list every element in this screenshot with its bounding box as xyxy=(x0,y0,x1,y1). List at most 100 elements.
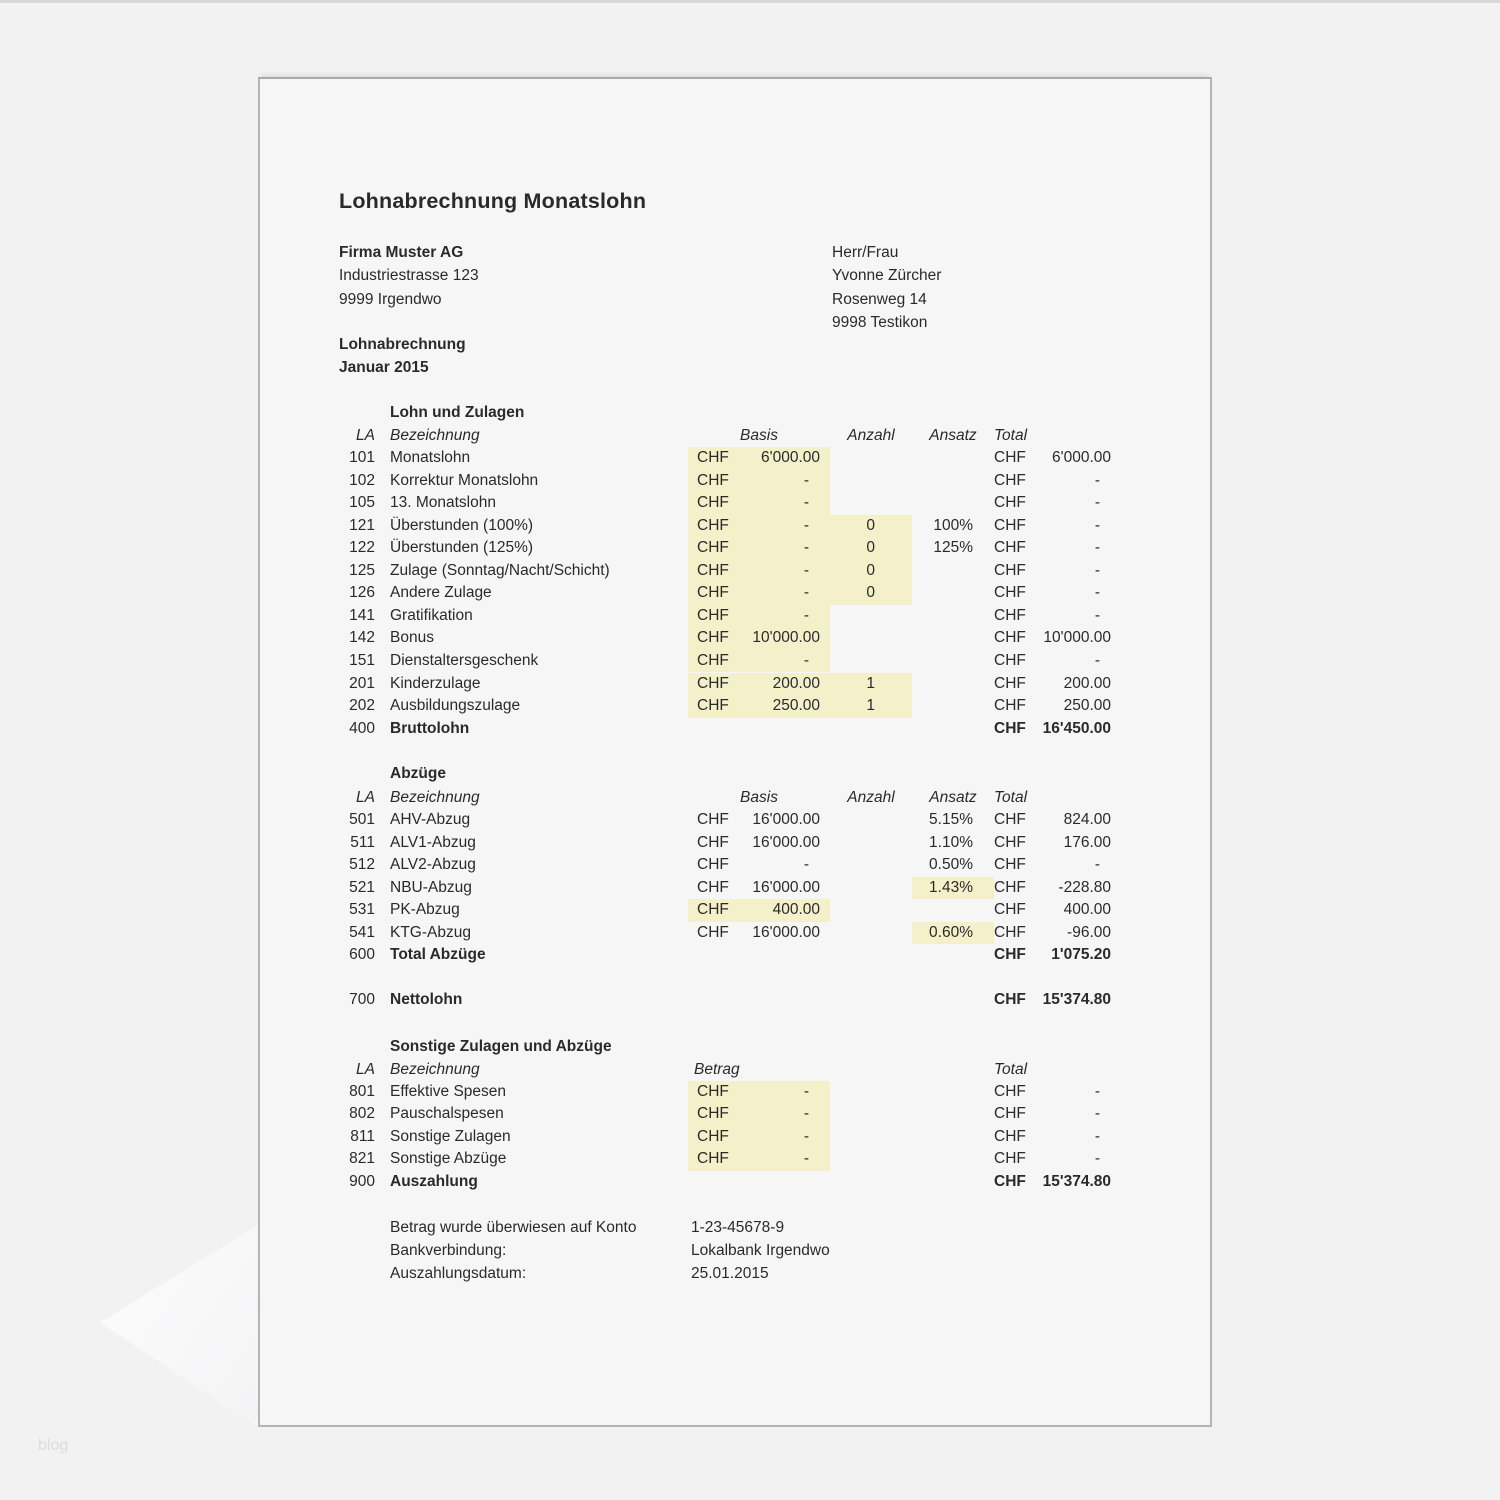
row-la: 102 xyxy=(349,471,375,489)
amount: - xyxy=(803,1082,809,1100)
row-description: Bruttolohn xyxy=(390,719,470,737)
amount: - xyxy=(803,584,809,602)
row-description: Kinderzulage xyxy=(390,674,481,692)
chf-label: CHF xyxy=(697,516,729,534)
footer-value: 1-23-45678-9 xyxy=(691,1218,785,1236)
table-row: 501 AHV-Abzug CHF 16'000.00 5.15% CHF 824.00 xyxy=(260,809,1210,832)
anzahl-cell: 1 xyxy=(830,672,912,696)
row-description: Monatslohn xyxy=(390,449,471,466)
total-cell: CHF - xyxy=(994,605,1114,628)
column-header-total: Total xyxy=(994,426,1028,444)
table-row: 802 Pauschalspesen CHF - CHF - xyxy=(260,1103,1210,1126)
table-row: 900 Auszahlung CHF 15'374.80 xyxy=(260,1171,1210,1194)
table-row: 400 Bruttolohn CHF 16'450.00 xyxy=(260,718,1210,741)
basis-cell: CHF 400.00 xyxy=(688,899,830,922)
column-header-basis: Basis xyxy=(740,426,778,444)
chf-label: CHF xyxy=(994,539,1026,557)
amount: 6'000.00 xyxy=(1052,449,1111,466)
table-row: 151 Dienstaltersgeschenk CHF - CHF - xyxy=(260,649,1210,673)
amount: 10'000.00 xyxy=(1043,629,1111,647)
row-description: Zulage (Sonntag/Nacht/Schicht) xyxy=(390,561,610,579)
table-row: 126 Andere Zulage CHF - 0 CHF - xyxy=(260,582,1210,605)
row-la: 125 xyxy=(349,561,375,579)
row-la: 900 xyxy=(349,1172,375,1190)
amount: - xyxy=(1094,856,1100,874)
amount: 125% xyxy=(933,539,973,557)
column-header-total: Total xyxy=(994,788,1028,806)
row-la: 531 xyxy=(349,901,375,919)
amount: 15'374.80 xyxy=(1042,1172,1111,1190)
chf-label: CHF xyxy=(994,811,1026,828)
column-header-total: Total xyxy=(994,1060,1028,1078)
table-row: 102 Korrektur Monatslohn CHF - CHF - xyxy=(260,469,1210,493)
table-row: 821 Sonstige Abzüge CHF - CHF - xyxy=(260,1148,1210,1171)
chf-label: CHF xyxy=(994,449,1026,466)
amount: 1.43% xyxy=(929,878,973,896)
chf-label: CHF xyxy=(994,1127,1026,1145)
footer-row: Auszahlungsdatum: 25.01.2015 xyxy=(260,1262,1210,1285)
total-cell: CHF - xyxy=(994,1081,1114,1104)
amount: 16'000.00 xyxy=(752,878,820,896)
ansatz-cell: 1.43% xyxy=(912,876,994,900)
amount: 16'000.00 xyxy=(752,833,820,851)
column-header-anzahl: Anzahl xyxy=(847,788,895,806)
row-description: ALV2-Abzug xyxy=(390,856,476,874)
row-description: NBU-Abzug xyxy=(390,878,472,896)
basis-cell: CHF 16'000.00 xyxy=(688,922,830,945)
total-cell: CHF -228.80 xyxy=(994,877,1114,900)
row-description: Auszahlung xyxy=(390,1172,478,1190)
section-title: Sonstige Zulagen und Abzüge xyxy=(390,1038,612,1055)
chf-label: CHF xyxy=(994,584,1026,602)
basis-cell: CHF - xyxy=(688,1103,830,1126)
amount: 16'000.00 xyxy=(752,923,820,941)
column-header-la: LA xyxy=(356,788,375,806)
column-header-la: LA xyxy=(356,426,375,444)
amount: - xyxy=(1094,1082,1100,1100)
row-la: 541 xyxy=(349,923,375,941)
row-description: KTG-Abzug xyxy=(390,923,471,941)
chf-label: CHF xyxy=(994,471,1026,489)
table-row: 801 Effektive Spesen CHF - CHF - xyxy=(260,1080,1210,1104)
employer-name: Firma Muster AG xyxy=(339,244,464,261)
row-la: 121 xyxy=(349,516,375,534)
screen-top-divider xyxy=(0,0,1500,3)
total-cell: CHF - xyxy=(994,582,1114,605)
employee-name: Yvonne Zürcher xyxy=(832,267,942,285)
employer-city: 9999 Irgendwo xyxy=(339,290,442,308)
chf-label: CHF xyxy=(697,923,729,941)
document-page: Lohnabrechnung Monatslohn Firma Muster A… xyxy=(258,77,1212,1427)
chf-label: CHF xyxy=(697,1150,729,1168)
chf-label: CHF xyxy=(697,878,729,896)
basis-cell: CHF 200.00 xyxy=(688,672,830,696)
anzahl-cell: 1 xyxy=(830,695,912,718)
amount: - xyxy=(1094,584,1100,602)
row-description: Korrektur Monatslohn xyxy=(390,471,539,489)
row-la: 600 xyxy=(349,946,375,964)
total-cell: CHF 250.00 xyxy=(994,695,1114,718)
table-row: 811 Sonstige Zulagen CHF - CHF - xyxy=(260,1125,1210,1149)
basis-cell: CHF - xyxy=(688,1080,830,1104)
table-row: 121 Überstunden (100%) CHF - 0 100% CHF - xyxy=(260,514,1210,538)
chf-label: CHF xyxy=(697,471,729,489)
footer-label: Auszahlungsdatum: xyxy=(390,1265,527,1283)
amount: - xyxy=(803,1150,809,1168)
amount: - xyxy=(1094,561,1100,579)
amount: - xyxy=(1094,1150,1100,1168)
amount: 200.00 xyxy=(772,674,820,692)
amount: 0 xyxy=(866,516,875,534)
chf-label: CHF xyxy=(994,561,1026,579)
amount: 100% xyxy=(933,516,973,534)
chf-label: CHF xyxy=(994,878,1026,896)
chf-label: CHF xyxy=(994,833,1026,851)
footer-label: Betrag wurde überwiesen auf Konto xyxy=(390,1218,637,1236)
row-description: ALV1-Abzug xyxy=(390,833,476,851)
chf-label: CHF xyxy=(697,833,729,851)
basis-cell: CHF - xyxy=(688,1148,830,1171)
basis-cell: CHF 10'000.00 xyxy=(688,627,830,650)
column-header-basis: Basis xyxy=(740,788,778,806)
chf-label: CHF xyxy=(697,1127,729,1145)
chf-label: CHF xyxy=(697,856,729,874)
table-row: 600 Total Abzüge CHF 1'075.20 xyxy=(260,944,1210,967)
row-description: Sonstige Zulagen xyxy=(390,1127,511,1145)
table-row: 141 Gratifikation CHF - CHF - xyxy=(260,604,1210,628)
